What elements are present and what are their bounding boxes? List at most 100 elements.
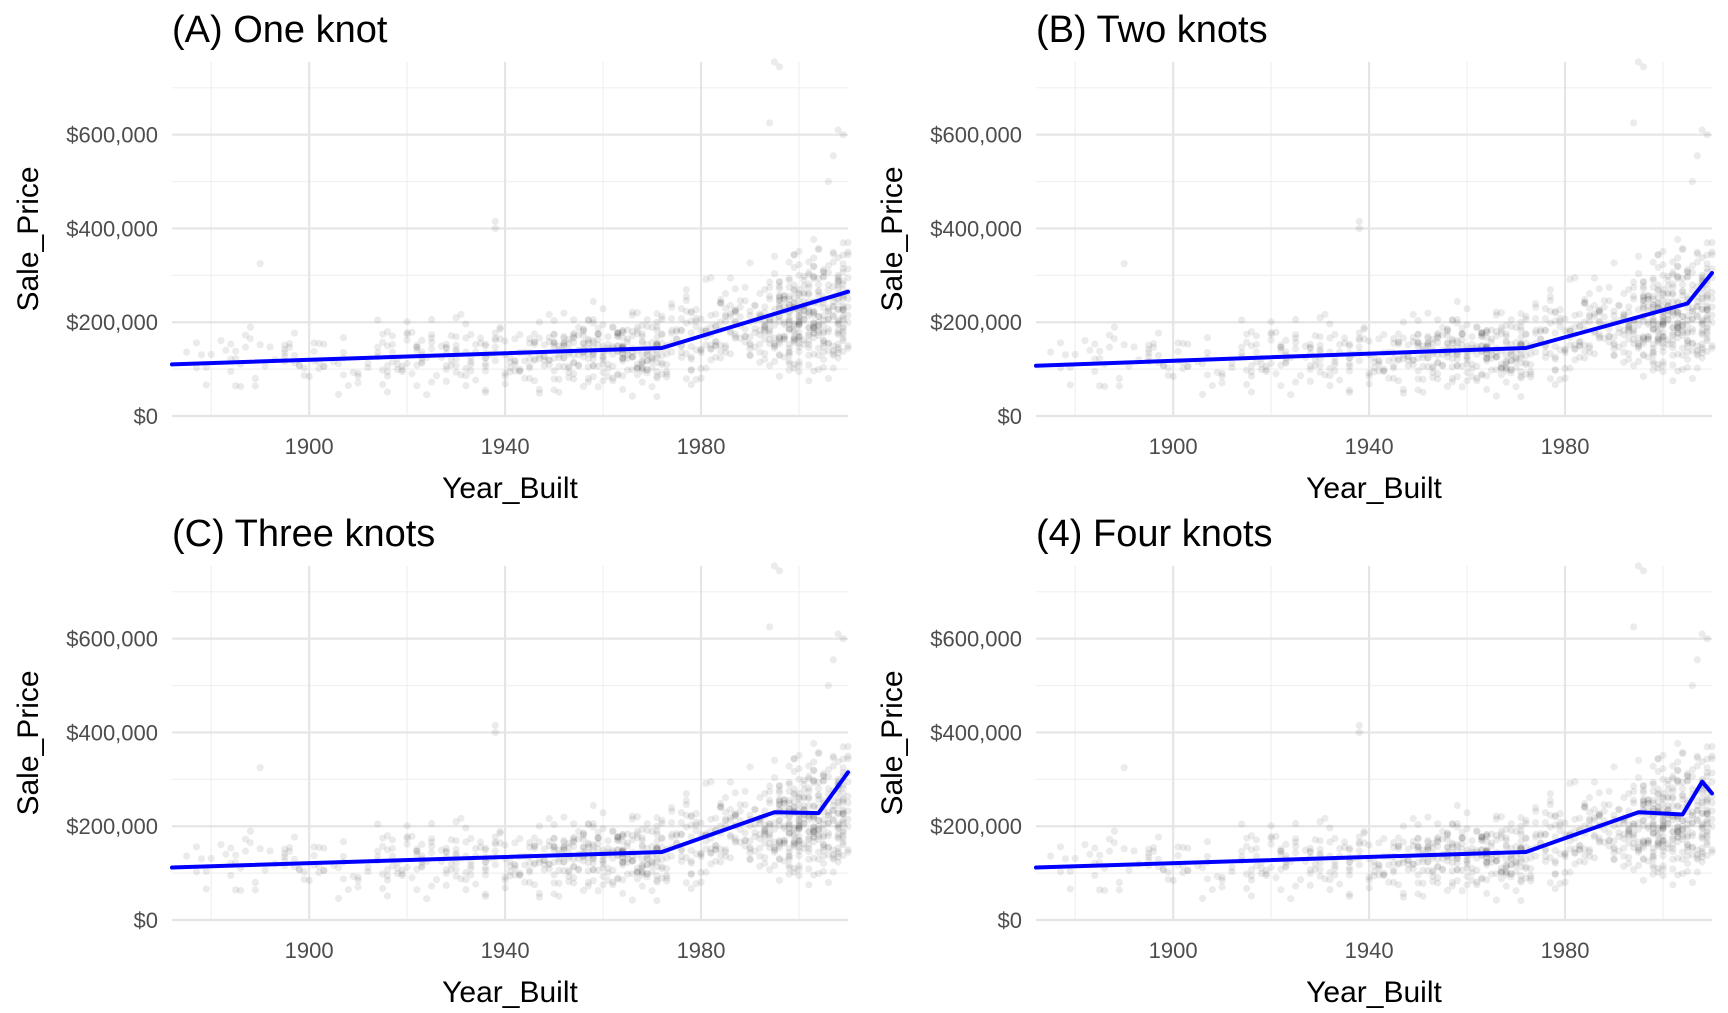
data-point: [609, 866, 617, 874]
panel-title: (B) Two knots: [1036, 9, 1268, 51]
data-point: [1473, 827, 1481, 835]
data-point: [1522, 360, 1530, 369]
data-point: [1615, 833, 1623, 841]
data-point: [819, 820, 828, 828]
data-point: [1252, 836, 1261, 844]
data-point: [1409, 865, 1417, 873]
data-point: [1512, 383, 1520, 391]
data-point: [574, 827, 583, 836]
data-point: [1541, 353, 1550, 361]
data-point: [1115, 878, 1123, 887]
data-point: [1669, 855, 1677, 863]
data-point: [281, 341, 289, 349]
data-point: [1243, 338, 1251, 347]
data-point: [1419, 879, 1427, 887]
data-point: [1556, 322, 1564, 331]
data-point: [844, 238, 852, 247]
data-point: [295, 865, 303, 874]
data-point: [477, 334, 485, 342]
data-point: [1654, 841, 1662, 849]
data-point: [540, 356, 548, 365]
data-point: [1551, 309, 1559, 317]
data-point: [731, 334, 739, 342]
data-point: [1674, 828, 1682, 836]
data-point: [619, 328, 627, 337]
data-point: [766, 840, 774, 848]
data-point: [815, 244, 823, 253]
data-point: [1654, 839, 1662, 847]
data-point: [795, 348, 803, 356]
data-point: [834, 853, 842, 861]
data-point: [795, 333, 803, 341]
data-point: [839, 304, 847, 312]
data-point: [834, 281, 842, 289]
data-point: [1698, 824, 1706, 832]
data-point: [697, 345, 705, 353]
data-point: [746, 351, 754, 360]
data-point: [834, 849, 842, 858]
data-point: [844, 792, 852, 800]
data-point: [785, 349, 793, 357]
data-point: [653, 837, 661, 845]
data-point: [731, 810, 739, 818]
data-point: [1360, 325, 1368, 333]
data-point: [1634, 321, 1643, 329]
data-point: [1502, 861, 1510, 869]
data-point: [1306, 881, 1314, 889]
data-point: [746, 822, 754, 830]
data-point: [1483, 349, 1491, 357]
data-point: [555, 866, 563, 875]
data-point: [491, 721, 499, 730]
data-point: [663, 361, 671, 369]
data-point: [785, 813, 793, 821]
data-point: [1321, 875, 1329, 883]
data-point: [1463, 352, 1471, 360]
data-point: [1679, 326, 1687, 334]
data-point: [1581, 802, 1589, 810]
data-point: [795, 801, 803, 809]
x-tick-label: 1940: [481, 434, 530, 459]
data-point: [805, 308, 813, 317]
data-point: [746, 307, 754, 315]
data-point: [795, 837, 803, 845]
data-point: [599, 368, 607, 377]
data-point: [1345, 858, 1354, 866]
data-point: [1683, 852, 1692, 860]
data-point: [721, 794, 730, 802]
data-point: [1238, 316, 1246, 324]
data-point: [746, 855, 754, 864]
data-point: [540, 353, 548, 361]
data-point: [1487, 338, 1496, 346]
data-point: [648, 323, 656, 331]
data-point: [1620, 289, 1628, 298]
data-point: [1507, 869, 1515, 878]
data-point: [1620, 793, 1628, 802]
data-point: [1458, 834, 1466, 842]
y-tick-label: $400,000: [66, 216, 158, 241]
data-point: [1703, 291, 1711, 299]
data-point: [810, 815, 818, 823]
data-point: [623, 326, 632, 334]
data-point: [731, 308, 739, 316]
data-point: [285, 847, 294, 855]
data-point: [452, 865, 460, 873]
data-point: [1507, 369, 1515, 377]
data-point: [844, 752, 852, 760]
data-point: [320, 866, 328, 874]
data-point: [766, 361, 774, 370]
data-point: [810, 826, 818, 835]
data-point: [775, 332, 784, 341]
data-point: [1292, 334, 1300, 342]
data-point: [1693, 868, 1701, 876]
data-point: [780, 839, 788, 847]
data-point: [1669, 802, 1677, 810]
data-point: [1252, 348, 1261, 356]
data-point: [1272, 832, 1280, 840]
data-point: [1448, 841, 1456, 849]
data-point: [1208, 885, 1216, 894]
data-point: [300, 875, 308, 884]
data-point: [1674, 308, 1682, 317]
data-point: [1517, 844, 1525, 852]
data-point: [1556, 810, 1564, 818]
data-point: [1551, 366, 1559, 374]
